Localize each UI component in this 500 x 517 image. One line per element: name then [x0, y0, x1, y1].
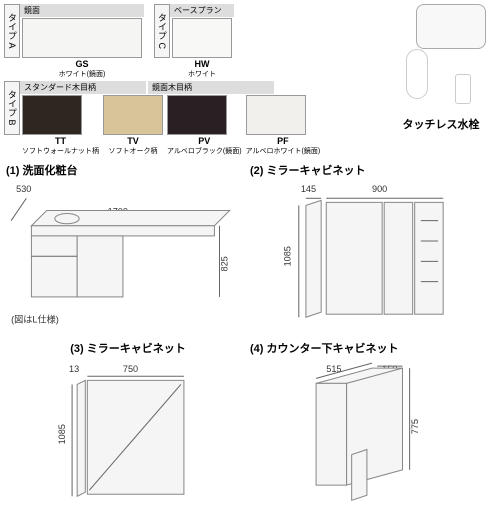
- dim-h1: 825: [220, 256, 230, 271]
- dim-d4: 515: [326, 364, 341, 374]
- swatch-hw-name: ホワイト: [172, 69, 232, 79]
- swatch-tv-color: [103, 95, 163, 135]
- type-b-row: タイプ B スタンダード木目柄 鏡面木目柄 TTソフトウォールナット柄TVソフト…: [4, 81, 386, 156]
- type-a-row: タイプ A 鏡面 GS ホワイト(鏡面) タイプ C ベースプラン HW: [4, 4, 386, 79]
- dim-h4: 775: [410, 419, 420, 434]
- swatch-tt-color: [22, 95, 82, 135]
- type-c-label: タイプ C: [154, 4, 170, 58]
- faucet-image: [386, 4, 486, 114]
- basin-icon: [416, 4, 486, 49]
- product-4-title: (4) カウンター下キャビネット: [250, 340, 494, 356]
- product-2: (2) ミラーキャビネット 145 900 1085: [250, 162, 494, 336]
- swatch-gs-color: [22, 18, 142, 58]
- swatch-tv-code: TV: [103, 136, 163, 146]
- type-b-head2: 鏡面木目柄: [148, 81, 274, 94]
- product-3-title: (3) ミラーキャビネット: [6, 340, 250, 356]
- dim-d2: 145: [301, 184, 316, 194]
- swatch-pf-code: PF: [246, 136, 321, 146]
- product-2-drawing: 145 900 1085: [250, 180, 494, 333]
- swatch-tt-name: ソフトウォールナット柄: [22, 146, 99, 156]
- product-1-title: (1) 洗面化粧台: [6, 162, 250, 178]
- swatch-pv: PVアルベロブラック(鏡面): [167, 95, 242, 156]
- swatch-tt-code: TT: [22, 136, 99, 146]
- swatch-pf-name: アルベロホワイト(鏡面): [246, 146, 321, 156]
- product-1-drawing: 530 1700 825 (図はL仕様): [6, 180, 250, 333]
- swatch-tt: TTソフトウォールナット柄: [22, 95, 99, 156]
- type-b-head1: スタンダード木目柄: [20, 81, 146, 94]
- product-1-note: (図はL仕様): [11, 313, 59, 324]
- spout-icon: [406, 49, 428, 99]
- product-2-title: (2) ミラーキャビネット: [250, 162, 494, 178]
- swatch-gs-code: GS: [22, 59, 142, 69]
- swatch-hw-code: HW: [172, 59, 232, 69]
- type-a-head: 鏡面: [20, 4, 144, 17]
- faucet-label: タッチレス水栓: [386, 116, 496, 132]
- product-4-drawing: 515 150 775: [250, 358, 494, 511]
- dim-h3: 1085: [57, 424, 67, 444]
- material-types-section: タイプ A 鏡面 GS ホワイト(鏡面) タイプ C ベースプラン HW: [0, 0, 500, 162]
- products-section: (1) 洗面化粧台 530 1700 825 (図はL仕様) (2) ミラーキャ…: [0, 162, 500, 517]
- swatch-pv-color: [167, 95, 227, 135]
- swatch-gs: GS ホワイト(鏡面): [22, 18, 142, 79]
- swatch-pf: PFアルベロホワイト(鏡面): [246, 95, 321, 156]
- dim-w3: 750: [123, 364, 138, 374]
- swatch-gs-name: ホワイト(鏡面): [22, 69, 142, 79]
- type-b-label: タイプ B: [4, 81, 20, 135]
- dim-d3: 13: [69, 364, 79, 374]
- swatch-pv-code: PV: [167, 136, 242, 146]
- dim-w2: 900: [372, 184, 387, 194]
- swatch-pf-color: [246, 95, 306, 135]
- product-3: (3) ミラーキャビネット 13 750 1085: [6, 340, 250, 514]
- dim-h2: 1085: [283, 246, 293, 266]
- dim-d1: 530: [16, 184, 31, 194]
- product-4: (4) カウンター下キャビネット 515 150 775: [250, 340, 494, 514]
- swatch-hw: HW ホワイト: [172, 18, 232, 79]
- type-a-label: タイプ A: [4, 4, 20, 58]
- faucet-handle-icon: [455, 74, 471, 104]
- swatch-hw-color: [172, 18, 232, 58]
- product-1: (1) 洗面化粧台 530 1700 825 (図はL仕様): [6, 162, 250, 336]
- swatch-tv-name: ソフトオーク柄: [103, 146, 163, 156]
- product-3-drawing: 13 750 1085: [6, 358, 250, 511]
- swatch-tv: TVソフトオーク柄: [103, 95, 163, 156]
- faucet-section: タッチレス水栓: [386, 4, 496, 158]
- swatch-pv-name: アルベロブラック(鏡面): [167, 146, 242, 156]
- type-c-head: ベースプラン: [170, 4, 234, 17]
- types-grid: タイプ A 鏡面 GS ホワイト(鏡面) タイプ C ベースプラン HW: [4, 4, 386, 158]
